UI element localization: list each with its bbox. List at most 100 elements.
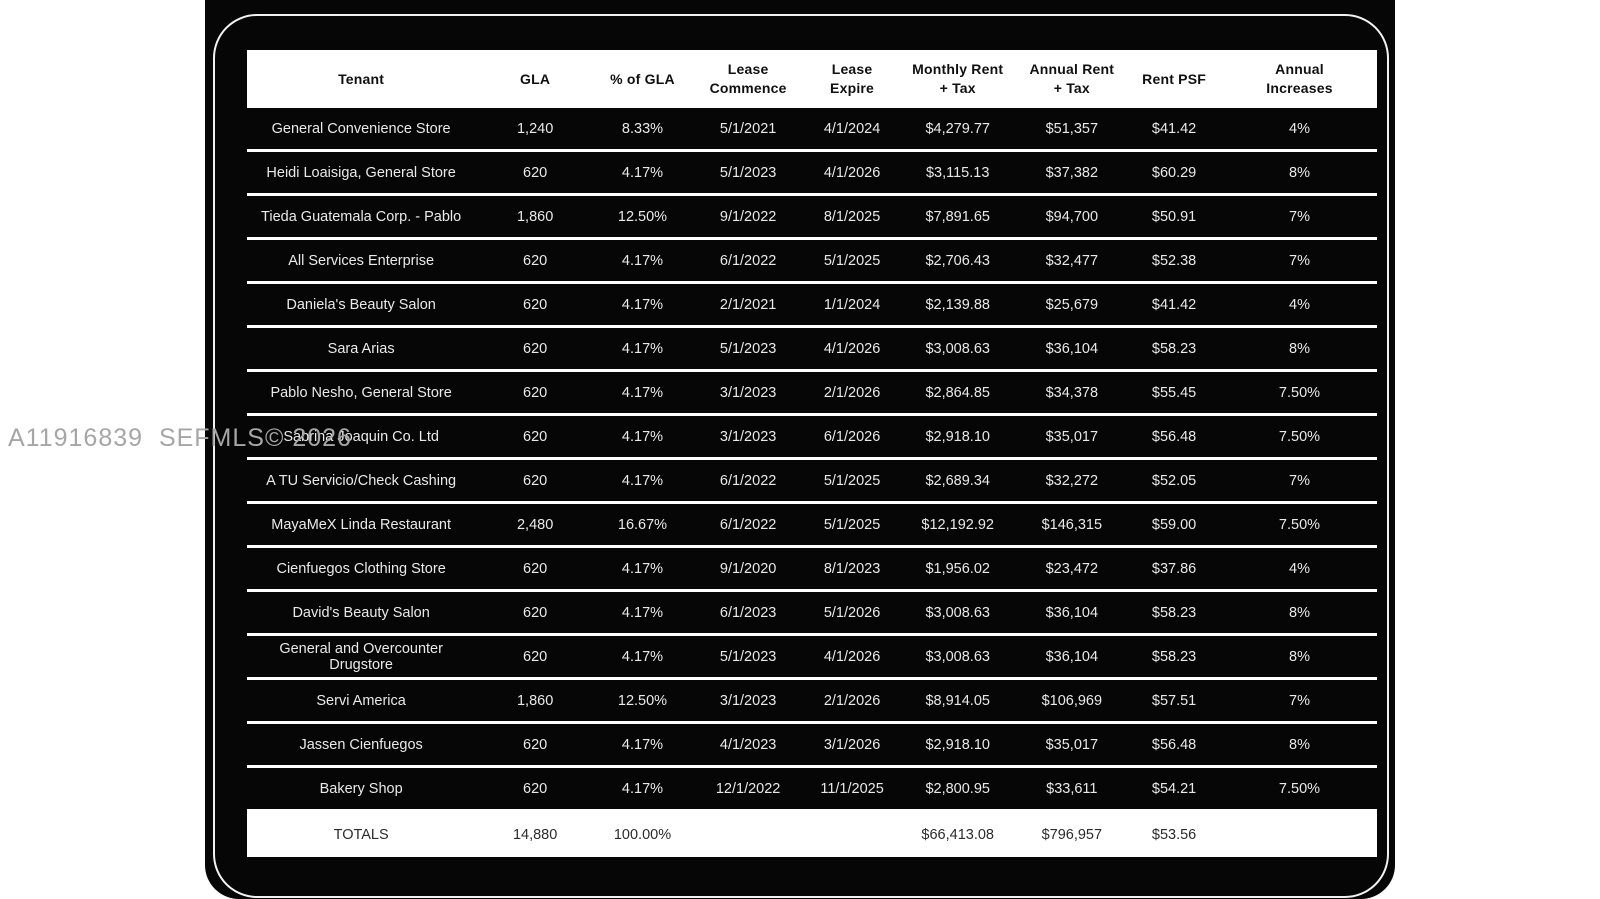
cell-annual_increases: 7.50% xyxy=(1278,780,1321,797)
cell-tenant: MayaMeX Linda Restaurant xyxy=(271,516,451,533)
cell-annual_increases: 7% xyxy=(1289,252,1310,269)
table-totals-row: TOTALS 14,880 100.00% $66,413.08 $796,957 $53… xyxy=(247,812,1377,857)
cell-annual_increases: 7.50% xyxy=(1278,516,1321,533)
cell-rent_psf: $58.23 xyxy=(1151,648,1197,665)
cell-annual_rent: $34,378 xyxy=(1045,384,1099,401)
header-rent_psf: Rent PSF xyxy=(1142,70,1206,87)
cell-monthly_rent: $2,918.10 xyxy=(925,428,990,445)
cell-gla: 620 xyxy=(523,604,548,621)
cell-gla: 620 xyxy=(523,164,548,181)
cell-annual_increases: 4% xyxy=(1289,120,1310,137)
header-lease_expire: Lease Expire xyxy=(830,61,875,96)
cell-pct_gla: 8.33% xyxy=(621,120,664,137)
cell-annual_increases: 8% xyxy=(1289,340,1310,357)
total-lease_expire xyxy=(806,812,898,857)
cell-lease_commence: 5/1/2023 xyxy=(719,164,777,181)
cell-tenant: Daniela's Beauty Salon xyxy=(286,296,436,313)
cell-pct_gla: 4.17% xyxy=(621,648,664,665)
cell-pct_gla: 12.50% xyxy=(617,692,668,709)
cell-gla: 620 xyxy=(523,340,548,357)
cell-pct_gla: 4.17% xyxy=(621,428,664,445)
header-tenant: Tenant xyxy=(338,70,385,87)
cell-annual_rent: $94,700 xyxy=(1045,208,1099,225)
cell-monthly_rent: $2,139.88 xyxy=(925,296,990,313)
cell-annual_increases: 4% xyxy=(1289,560,1310,577)
total-pct_gla: 100.00% xyxy=(613,826,672,843)
cell-annual_rent: $23,472 xyxy=(1045,560,1099,577)
cell-lease_expire: 8/1/2023 xyxy=(823,560,881,577)
cell-lease_expire: 2/1/2026 xyxy=(823,384,881,401)
table-row: Cienfuegos Clothing Store 620 4.17% 9/1/202… xyxy=(247,548,1377,592)
cell-pct_gla: 4.17% xyxy=(621,604,664,621)
total-annual_rent: $796,957 xyxy=(1041,826,1103,843)
header-lease_commence: Lease Commence xyxy=(709,61,787,96)
cell-gla: 620 xyxy=(523,472,548,489)
cell-gla: 620 xyxy=(523,780,548,797)
cell-gla: 1,860 xyxy=(516,692,554,709)
cell-monthly_rent: $2,689.34 xyxy=(925,472,990,489)
cell-annual_rent: $36,104 xyxy=(1045,340,1099,357)
cell-gla: 620 xyxy=(523,428,548,445)
cell-annual_increases: 8% xyxy=(1289,648,1310,665)
cell-annual_increases: 7% xyxy=(1289,208,1310,225)
cell-annual_rent: $35,017 xyxy=(1045,428,1099,445)
cell-lease_expire: 5/1/2025 xyxy=(823,516,881,533)
cell-lease_expire: 8/1/2025 xyxy=(823,208,881,225)
table-row: Tieda Guatemala Corp. - Pablo 1,860 12.50%… xyxy=(247,196,1377,240)
cell-tenant: Sabrina Joaquin Co. Ltd xyxy=(283,428,439,445)
table-row: A TU Servicio/Check Cashing 620 4.17% 6/1/2… xyxy=(247,460,1377,504)
cell-monthly_rent: $3,008.63 xyxy=(925,604,990,621)
cell-monthly_rent: $3,115.13 xyxy=(925,164,990,181)
cell-lease_commence: 6/1/2023 xyxy=(719,604,777,621)
table-row: General and Overcounter Drugstore 620 4.17… xyxy=(247,636,1377,680)
cell-tenant: General Convenience Store xyxy=(271,120,451,137)
total-lease_commence xyxy=(690,812,806,857)
cell-gla: 620 xyxy=(523,560,548,577)
total-tenant: TOTALS xyxy=(333,826,389,843)
cell-lease_commence: 2/1/2021 xyxy=(719,296,777,313)
table-body: General Convenience Store 1,240 8.33% 5/1/2… xyxy=(247,108,1377,812)
cell-annual_rent: $32,272 xyxy=(1045,472,1099,489)
cell-pct_gla: 4.17% xyxy=(621,340,664,357)
cell-rent_psf: $58.23 xyxy=(1151,340,1197,357)
cell-annual_increases: 7% xyxy=(1289,692,1310,709)
cell-pct_gla: 4.17% xyxy=(621,472,664,489)
header-annual_increases: Annual Increases xyxy=(1266,61,1333,96)
cell-monthly_rent: $2,864.85 xyxy=(925,384,990,401)
cell-rent_psf: $41.42 xyxy=(1151,296,1197,313)
cell-pct_gla: 4.17% xyxy=(621,780,664,797)
cell-rent_psf: $55.45 xyxy=(1151,384,1197,401)
cell-rent_psf: $50.91 xyxy=(1151,208,1197,225)
cell-monthly_rent: $7,891.65 xyxy=(925,208,990,225)
cell-tenant: David's Beauty Salon xyxy=(292,604,430,621)
cell-tenant: Sara Arias xyxy=(327,340,395,357)
cell-tenant: Jassen Cienfuegos xyxy=(299,736,423,753)
cell-gla: 620 xyxy=(523,296,548,313)
cell-monthly_rent: $3,008.63 xyxy=(925,648,990,665)
table-row: Sara Arias 620 4.17% 5/1/2023 4/1/2026 $3,008… xyxy=(247,328,1377,372)
table-row: General Convenience Store 1,240 8.33% 5/1/2… xyxy=(247,108,1377,152)
cell-lease_commence: 6/1/2022 xyxy=(719,472,777,489)
cell-pct_gla: 16.67% xyxy=(617,516,668,533)
cell-annual_rent: $35,017 xyxy=(1045,736,1099,753)
cell-rent_psf: $60.29 xyxy=(1151,164,1197,181)
cell-gla: 1,240 xyxy=(516,120,554,137)
header-pct_gla: % of GLA xyxy=(610,70,675,87)
cell-lease_expire: 1/1/2024 xyxy=(823,296,881,313)
table-row: Pablo Nesho, General Store 620 4.17% 3/1/20… xyxy=(247,372,1377,416)
cell-tenant: Tieda Guatemala Corp. - Pablo xyxy=(261,208,462,225)
cell-rent_psf: $52.38 xyxy=(1151,252,1197,269)
cell-annual_rent: $106,969 xyxy=(1041,692,1103,709)
table-row: Bakery Shop 620 4.17% 12/1/2022 11/1/2025 $2,… xyxy=(247,768,1377,812)
cell-annual_increases: 7.50% xyxy=(1278,384,1321,401)
panel-border-outline xyxy=(213,14,1389,898)
cell-gla: 620 xyxy=(523,736,548,753)
cell-lease_commence: 5/1/2021 xyxy=(719,120,777,137)
cell-rent_psf: $52.05 xyxy=(1151,472,1197,489)
cell-annual_rent: $36,104 xyxy=(1045,604,1099,621)
total-annual_increases xyxy=(1222,812,1377,857)
cell-monthly_rent: $8,914.05 xyxy=(925,692,990,709)
table-row: Servi America 1,860 12.50% 3/1/2023 2/1/2026… xyxy=(247,680,1377,724)
cell-rent_psf: $56.48 xyxy=(1151,736,1197,753)
cell-monthly_rent: $3,008.63 xyxy=(925,340,990,357)
